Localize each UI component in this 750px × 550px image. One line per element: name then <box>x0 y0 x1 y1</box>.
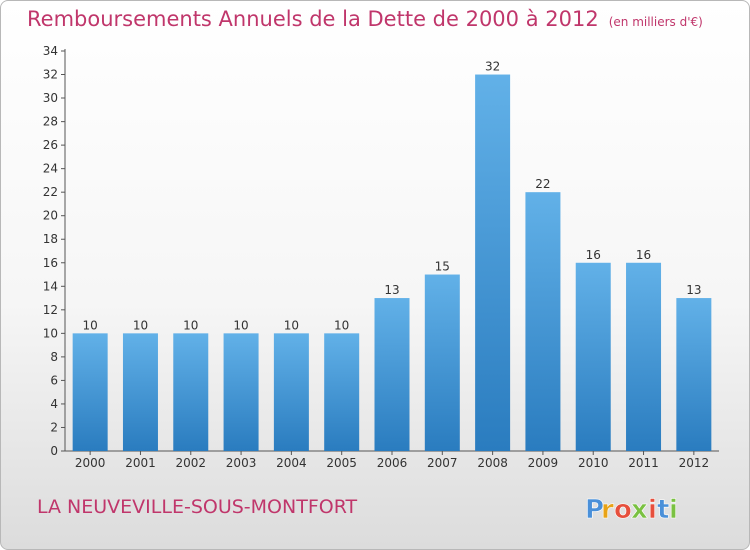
x-tick-label: 2000 <box>75 456 106 470</box>
y-tick-label: 26 <box>43 138 58 152</box>
bar-2012 <box>676 298 712 451</box>
x-tick-label: 2012 <box>679 456 710 470</box>
bar-value-label: 10 <box>83 318 98 332</box>
y-tick-label: 20 <box>43 209 58 223</box>
bar-value-label: 15 <box>435 260 450 274</box>
y-tick-label: 24 <box>43 162 58 176</box>
bar-value-label: 16 <box>636 248 651 262</box>
chart-title-main: Remboursements Annuels de la Dette de 20… <box>27 7 599 31</box>
chart-title: Remboursements Annuels de la Dette de 20… <box>27 7 703 31</box>
logo-letter: r <box>601 495 614 525</box>
bar-2006 <box>374 298 410 451</box>
bar-value-label: 32 <box>485 60 500 74</box>
x-tick-label: 2005 <box>326 456 357 470</box>
bar-2003 <box>223 333 259 451</box>
logo-letter: t <box>657 495 669 525</box>
y-tick-label: 16 <box>43 256 58 270</box>
x-tick-label: 2007 <box>427 456 458 470</box>
x-tick-label: 2006 <box>377 456 408 470</box>
bar-value-label: 10 <box>133 318 148 332</box>
x-tick-label: 2009 <box>528 456 559 470</box>
y-tick-label: 28 <box>43 115 58 129</box>
y-tick-label: 6 <box>50 373 58 387</box>
bar-value-label: 10 <box>233 318 248 332</box>
logo-letter: i <box>648 495 657 525</box>
y-tick-label: 30 <box>43 91 58 105</box>
logo-letter: x <box>631 495 648 525</box>
y-tick-label: 18 <box>43 232 58 246</box>
y-tick-label: 32 <box>43 68 58 82</box>
x-tick-label: 2002 <box>175 456 206 470</box>
bar-value-label: 13 <box>686 283 701 297</box>
bar-2008 <box>475 74 511 451</box>
bar-value-label: 16 <box>586 248 601 262</box>
bar-2009 <box>525 192 561 452</box>
bar-2005 <box>324 333 360 451</box>
bar-2007 <box>424 274 460 451</box>
bar-2002 <box>173 333 209 451</box>
y-tick-label: 8 <box>50 350 58 364</box>
bar-value-label: 22 <box>535 177 550 191</box>
commune-name: LA NEUVEVILLE-SOUS-MONTFORT <box>37 496 358 518</box>
logo-letter: P <box>585 495 604 525</box>
x-tick-label: 2011 <box>628 456 659 470</box>
y-tick-label: 12 <box>43 303 58 317</box>
x-tick-label: 2008 <box>477 456 508 470</box>
bar-2010 <box>575 262 611 451</box>
y-tick-label: 0 <box>50 444 58 458</box>
y-tick-label: 4 <box>50 397 58 411</box>
bar-2000 <box>72 333 108 451</box>
y-tick-label: 22 <box>43 185 58 199</box>
x-tick-label: 2004 <box>276 456 307 470</box>
logo-letter: i <box>669 495 678 525</box>
chart-title-unit: (en milliers d'€) <box>608 15 703 29</box>
bar-2004 <box>273 333 309 451</box>
proxiti-logo: Pr o x i t i <box>585 495 679 525</box>
bar-value-label: 10 <box>183 318 198 332</box>
y-tick-label: 2 <box>50 420 58 434</box>
y-tick-label: 34 <box>43 44 58 58</box>
y-tick-label: 14 <box>43 279 58 293</box>
bar-2011 <box>626 262 662 451</box>
bar-value-label: 13 <box>384 283 399 297</box>
x-tick-label: 2003 <box>226 456 257 470</box>
bar-value-label: 10 <box>284 318 299 332</box>
x-tick-label: 2010 <box>578 456 609 470</box>
x-tick-label: 2001 <box>125 456 156 470</box>
logo-letter: o <box>614 495 632 525</box>
bar-value-label: 10 <box>334 318 349 332</box>
y-tick-label: 10 <box>43 326 58 340</box>
bar-2001 <box>122 333 158 451</box>
